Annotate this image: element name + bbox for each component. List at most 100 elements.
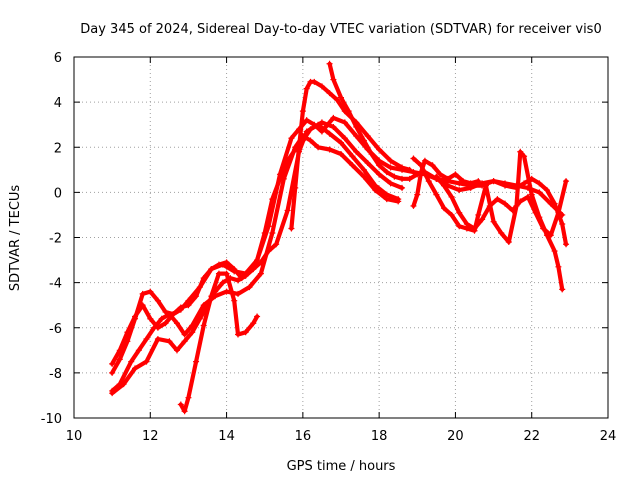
data-point	[475, 178, 482, 185]
data-point	[330, 123, 337, 130]
data-point	[551, 200, 558, 207]
data-point	[376, 146, 383, 153]
data-point	[326, 130, 333, 137]
data-point	[551, 248, 558, 255]
data-point	[109, 390, 116, 397]
data-point	[193, 358, 200, 365]
series-track-d	[109, 119, 406, 376]
data-point	[429, 162, 436, 169]
data-point	[349, 153, 356, 160]
data-point	[353, 148, 360, 155]
data-point	[143, 336, 150, 343]
data-point	[261, 229, 268, 236]
data-point	[288, 135, 295, 142]
data-point	[223, 259, 230, 266]
data-point	[452, 171, 459, 178]
data-point	[338, 151, 344, 158]
data-point	[456, 180, 463, 187]
data-point	[399, 184, 406, 191]
data-point	[151, 324, 158, 331]
data-point	[498, 229, 505, 236]
data-point	[124, 338, 131, 345]
data-point	[536, 180, 543, 187]
data-point	[383, 191, 390, 198]
y-tick-label: -8	[49, 367, 62, 382]
data-point	[521, 153, 528, 160]
data-point	[235, 290, 242, 297]
data-point	[273, 241, 280, 248]
data-point	[341, 119, 348, 126]
data-point	[555, 263, 562, 270]
data-point	[502, 200, 509, 207]
data-point	[109, 369, 116, 376]
data-point	[250, 320, 257, 327]
data-point	[456, 223, 463, 230]
data-point	[448, 211, 455, 218]
data-point	[254, 313, 261, 320]
data-point	[475, 211, 482, 218]
data-point	[147, 288, 154, 295]
data-point	[338, 94, 344, 101]
data-point	[257, 259, 264, 266]
series-track-j	[410, 157, 482, 209]
data-point	[284, 207, 291, 214]
data-point	[383, 169, 390, 176]
data-point	[364, 132, 371, 139]
data-point	[509, 207, 516, 214]
x-tick-label: 14	[218, 429, 235, 444]
data-point	[315, 144, 322, 151]
data-point	[318, 119, 325, 126]
data-point	[139, 290, 146, 297]
data-point	[173, 347, 180, 354]
data-point	[341, 135, 348, 142]
data-point	[170, 311, 177, 318]
data-point	[353, 132, 360, 139]
data-point	[528, 191, 535, 198]
data-point	[254, 257, 261, 264]
data-point	[391, 173, 398, 180]
data-point	[421, 157, 428, 164]
data-point	[479, 216, 486, 223]
data-point	[177, 401, 184, 408]
data-point	[338, 139, 344, 146]
data-point	[345, 108, 352, 115]
data-point	[479, 180, 486, 187]
data-point	[376, 162, 383, 169]
data-point	[288, 225, 295, 232]
y-axis-title: SDTVAR / TECUs	[8, 185, 23, 292]
data-point	[463, 220, 470, 227]
data-point	[311, 78, 318, 85]
data-point	[185, 394, 192, 401]
y-tick-label: -4	[49, 277, 62, 292]
data-point	[406, 175, 413, 182]
data-point	[521, 180, 528, 187]
data-point	[246, 284, 253, 291]
data-point	[276, 175, 283, 182]
data-point	[471, 225, 478, 232]
data-point	[269, 229, 276, 236]
chart-title: Day 345 of 2024, Sidereal Day-to-day VTE…	[80, 22, 601, 37]
data-point	[387, 157, 394, 164]
series-track-b	[109, 132, 402, 394]
data-point	[540, 225, 547, 232]
data-point	[486, 202, 493, 209]
data-point	[307, 137, 314, 144]
data-point	[318, 83, 325, 90]
data-point	[223, 270, 230, 277]
data-point	[490, 178, 497, 185]
data-point	[307, 126, 314, 133]
data-point	[387, 180, 394, 187]
ticks	[73, 56, 609, 419]
data-point	[414, 191, 421, 198]
data-point	[177, 304, 184, 311]
data-point	[132, 365, 139, 372]
data-point	[502, 182, 509, 189]
y-tick-label: 2	[54, 141, 62, 156]
data-point	[410, 155, 417, 162]
x-tick-label: 24	[600, 429, 617, 444]
data-point	[158, 315, 165, 322]
y-tick-label: 0	[54, 186, 62, 201]
data-point	[387, 164, 394, 171]
data-point	[368, 151, 375, 158]
data-point	[231, 297, 238, 304]
